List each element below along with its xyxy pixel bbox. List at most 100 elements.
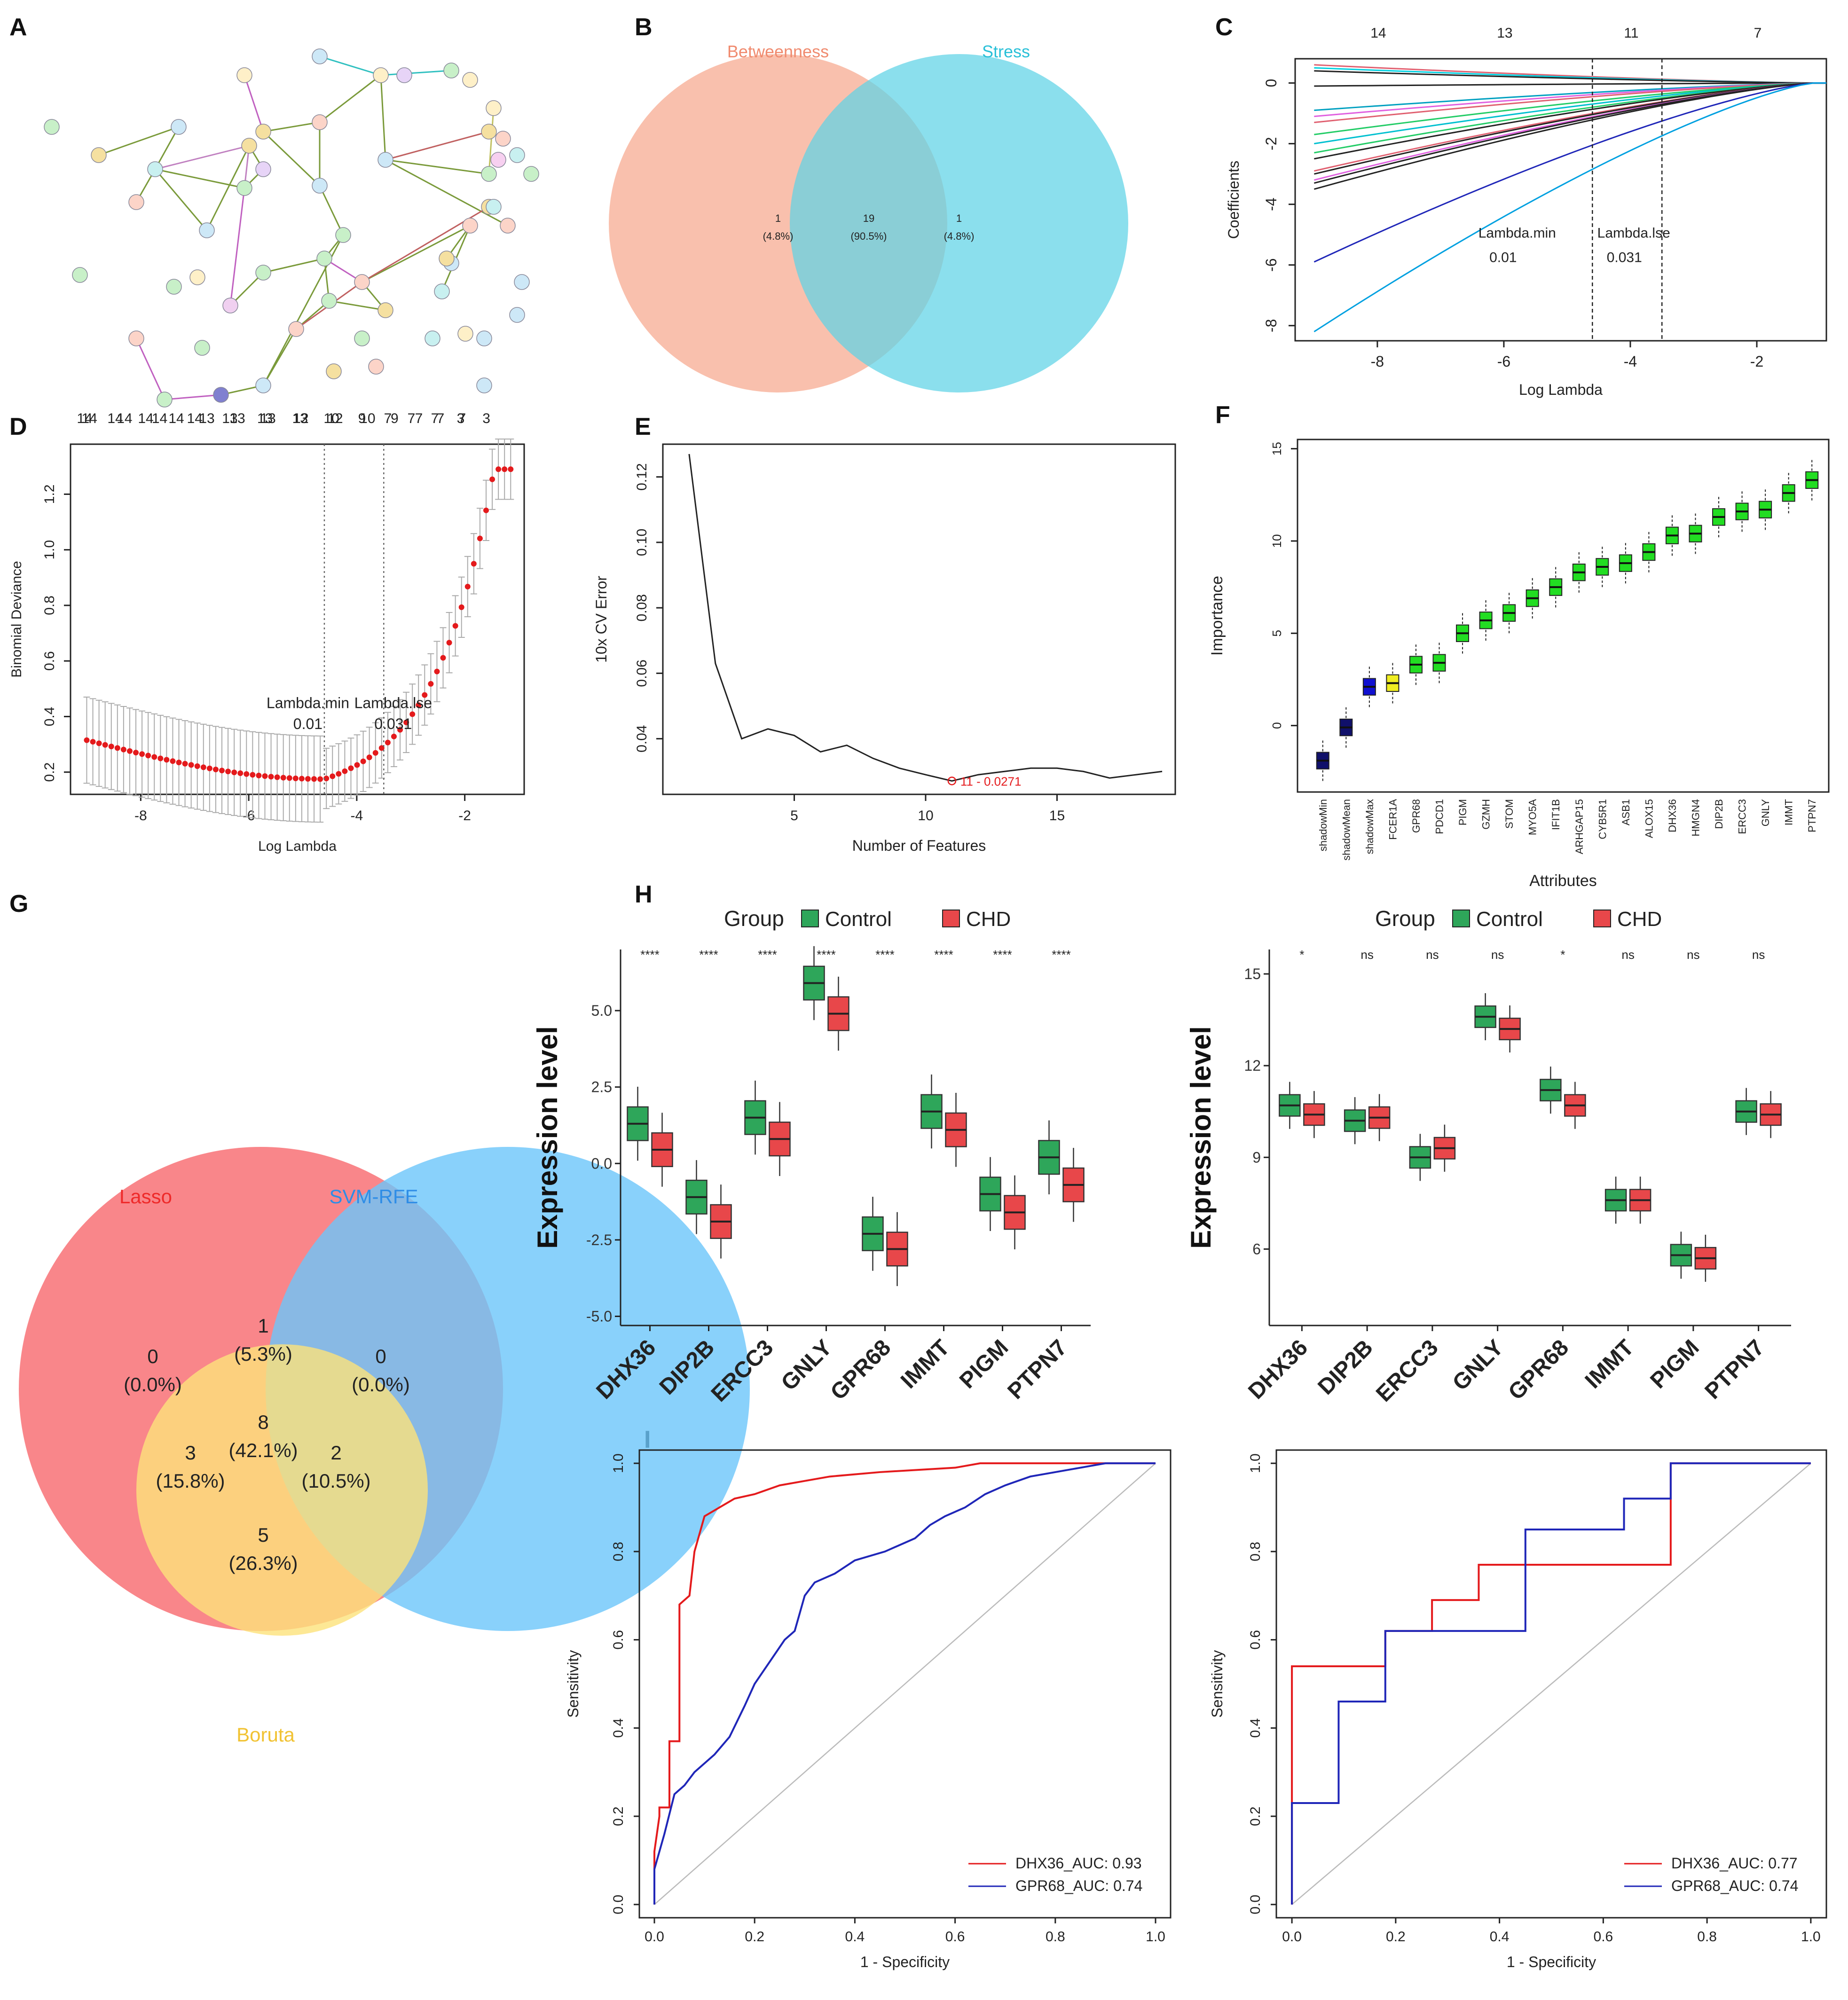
count-label: 13 — [199, 411, 214, 426]
network-node — [523, 166, 539, 182]
min-error-point — [947, 776, 957, 785]
deviance-point — [471, 561, 477, 567]
panel-label-c: C — [1215, 14, 1233, 41]
top-tick-label: 14 — [187, 411, 203, 426]
deviance-point — [342, 768, 348, 774]
network-node — [481, 166, 497, 182]
coefficient-path — [1313, 82, 1827, 332]
y-tick-label: 1.2 — [42, 485, 57, 504]
network-node — [166, 279, 182, 295]
significance-label: ns — [1687, 948, 1699, 962]
y-tick-label: 0.6 — [611, 1630, 626, 1650]
deviance-point — [244, 771, 250, 777]
network-node — [396, 67, 412, 83]
diagonal-reference — [1291, 1463, 1811, 1905]
deviance-point — [311, 776, 317, 782]
y-tick-label: 5 — [1270, 630, 1284, 636]
venn-count: 5 — [258, 1524, 268, 1546]
count-label: 14 — [138, 411, 153, 426]
count-label: 12 — [293, 411, 308, 426]
category-label: GZMH — [1480, 799, 1492, 830]
network-node — [312, 114, 328, 130]
top-tick-label: 13 — [1497, 25, 1512, 41]
network-node — [377, 152, 393, 168]
legend-swatch-control — [801, 910, 819, 927]
network-node — [439, 251, 455, 267]
y-tick-label: -8 — [1263, 319, 1280, 332]
x-tick-label: 5 — [790, 808, 798, 824]
count-label: 14 — [77, 411, 92, 426]
category-label: DIP2B — [1713, 799, 1725, 829]
legend-label-chd: CHD — [966, 908, 1011, 931]
network-node — [222, 298, 238, 314]
significance-label: **** — [758, 948, 777, 962]
top-tick-label: 13 — [292, 411, 308, 426]
venn-label-svm-rfe: SVM-RFE — [330, 1185, 418, 1208]
network-node — [486, 100, 502, 116]
y-tick-label: 0.8 — [1248, 1542, 1263, 1561]
y-tick-label: 0.04 — [634, 725, 650, 752]
y-axis-label: 10x CV Error — [593, 576, 610, 663]
venn-label-lasso: Lasso — [119, 1185, 172, 1208]
category-label: ERCC3 — [1737, 799, 1748, 834]
network-node — [171, 119, 187, 135]
venn-pct: (0.0%) — [352, 1373, 410, 1396]
deviance-point — [274, 774, 280, 780]
y-tick-label: 0.4 — [1248, 1718, 1263, 1738]
x-tick-label: -2 — [1750, 353, 1763, 370]
lambda-label: Lambda.lse — [354, 695, 432, 712]
deviance-point — [366, 754, 372, 761]
panel-label-d: D — [9, 413, 27, 440]
panel-label-h: H — [635, 881, 653, 908]
deviance-point — [176, 760, 182, 766]
category-label: shadowMean — [1340, 799, 1352, 861]
category-label: PTPN7 — [1700, 1335, 1769, 1404]
network-node — [288, 321, 304, 337]
lambda-value: 0.031 — [1607, 250, 1642, 265]
deviance-point — [502, 466, 508, 472]
venn-count: 1 — [775, 212, 781, 224]
deviance-point — [489, 476, 495, 482]
legend-label: DHX36_AUC: 0.77 — [1671, 1855, 1798, 1872]
deviance-point — [219, 768, 225, 774]
boruta-importance-plot: 0 5 10 15 Importance Attributes shadowMin shado… — [1208, 439, 1830, 890]
network-edge — [380, 75, 386, 160]
significance-label: **** — [875, 948, 894, 962]
y-tick-label: 15 — [1244, 965, 1261, 982]
top-tick-label: 3 — [482, 411, 490, 426]
x-tick-label: 1.0 — [1801, 1929, 1821, 1945]
network-edge — [244, 75, 264, 132]
category-label: shadowMin — [1317, 799, 1329, 851]
y-tick-label: 0.2 — [42, 762, 57, 782]
network-edge — [263, 258, 325, 274]
deviance-point — [477, 535, 483, 541]
count-label: 14 — [107, 411, 123, 426]
significance-label: * — [1299, 948, 1304, 962]
count-label: 13 — [260, 411, 275, 426]
deviance-point — [212, 767, 219, 773]
y-tick-label: 0.0 — [1248, 1895, 1263, 1914]
network-node — [312, 178, 328, 194]
deviance-point — [268, 774, 274, 780]
y-tick-label: -2.5 — [586, 1231, 612, 1248]
network-node — [157, 392, 173, 408]
lasso-coefficient-plot: 14 13 11 7 -8 -6 -4 -2 0 -2 -4 -6 -8 Log Lambda Coeffi… — [1225, 25, 1827, 398]
deviance-point — [348, 765, 354, 771]
y-axis-label: Sensitivity — [1209, 1650, 1226, 1718]
category-label: DIP2B — [1313, 1335, 1377, 1399]
deviance-point — [133, 750, 139, 756]
y-tick-label: -2 — [1263, 137, 1280, 150]
deviance-point — [292, 775, 299, 781]
deviance-point — [280, 775, 286, 781]
count-label: 14 — [168, 411, 184, 426]
y-tick-label: -4 — [1263, 197, 1280, 211]
network-node — [236, 180, 252, 196]
network-node — [368, 359, 384, 375]
panel-label-a: A — [9, 14, 27, 41]
top-tick-label: 9 — [391, 411, 399, 426]
significance-label: **** — [640, 948, 659, 962]
deviance-point — [330, 773, 336, 779]
category-label: DHX36 — [1243, 1335, 1313, 1404]
venn-label-stress: Stress — [982, 42, 1030, 61]
category-label: IMMT — [1783, 799, 1795, 825]
